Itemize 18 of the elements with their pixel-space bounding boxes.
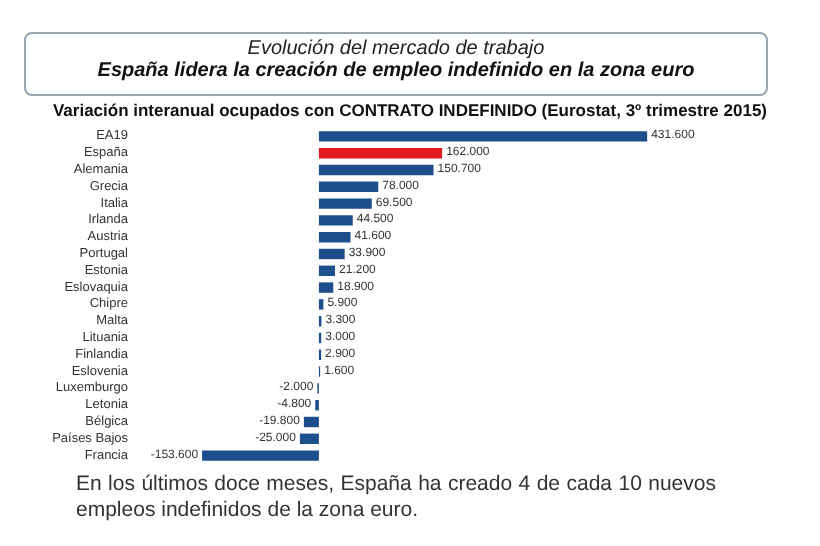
bar <box>299 433 319 445</box>
bar <box>318 231 351 243</box>
chart-title: Evolución del mercado de trabajo <box>245 38 547 60</box>
bar <box>318 147 443 159</box>
text: En los últimos doce meses, España ha creado 4 de cada 10 nuevos empleos indefinidos de la zona euro. <box>76 472 716 524</box>
chart-subtitle: España lidera la creación de empleo indefinido en la zona euro <box>95 60 697 82</box>
bar <box>318 248 345 260</box>
bar <box>318 164 434 176</box>
bar <box>318 265 336 277</box>
text: Variación interanual ocupados con CONTRATO INDEFINIDO (Eurostat, 3º trimestre 2015) <box>50 100 770 120</box>
bar <box>303 416 319 428</box>
bar <box>318 198 372 209</box>
bar <box>318 181 379 193</box>
bar <box>202 450 319 461</box>
bar <box>318 299 324 310</box>
bar <box>318 131 648 142</box>
bar <box>318 282 334 293</box>
bar <box>318 215 353 226</box>
